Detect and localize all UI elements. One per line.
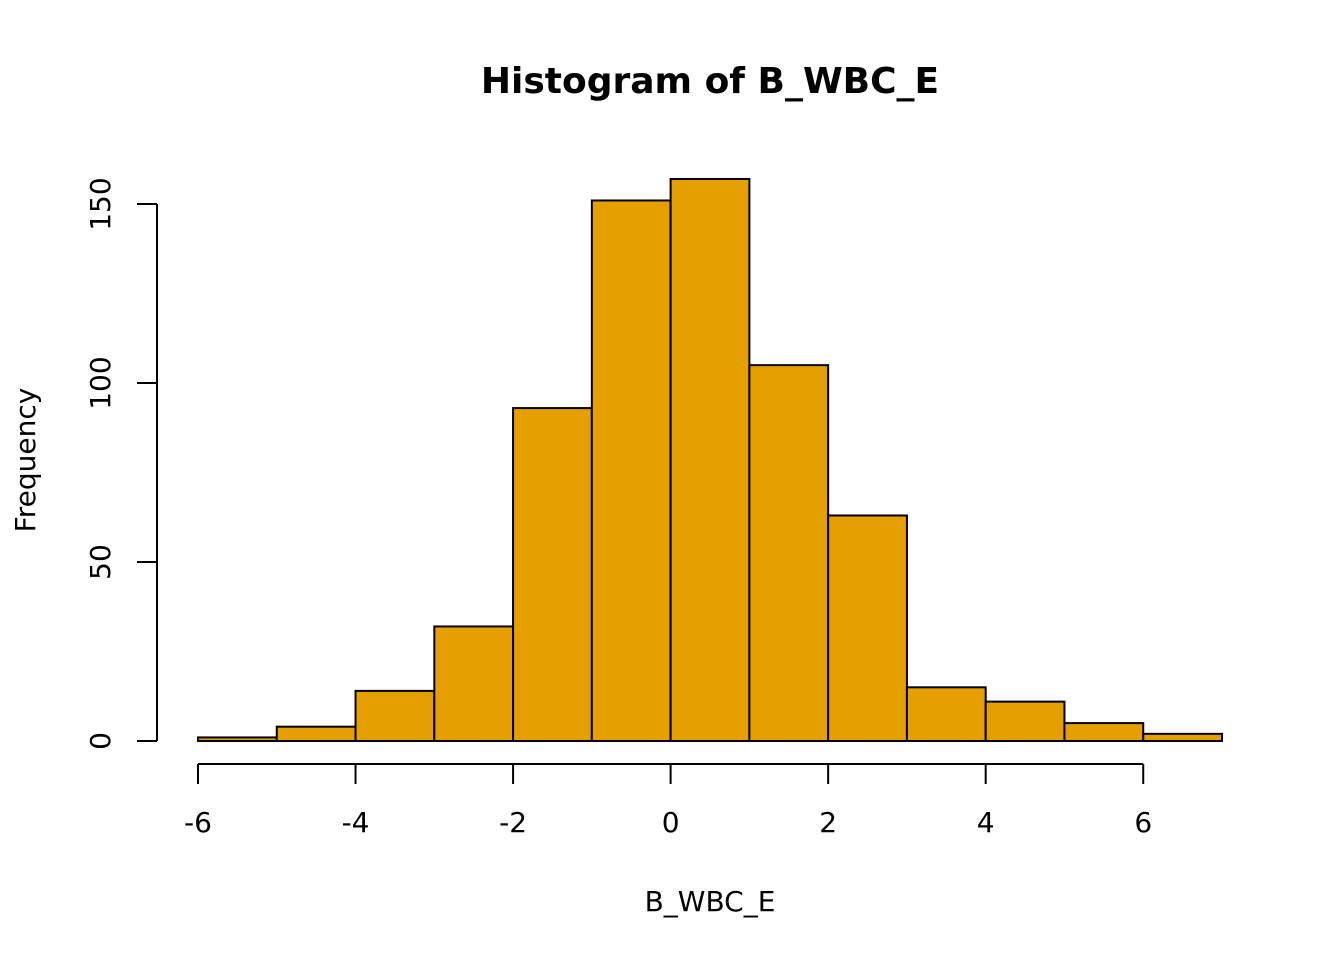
histogram-bar — [1063, 722, 1145, 743]
histogram-bar — [905, 686, 987, 742]
histogram-bar — [827, 514, 908, 742]
histogram-bar — [1142, 732, 1223, 742]
histogram-bar — [748, 364, 830, 742]
histogram-bar — [275, 725, 357, 742]
histogram-bar — [512, 407, 593, 742]
x-tick-label: 4 — [977, 806, 995, 839]
y-tick-label: 100 — [84, 356, 117, 409]
histogram-bar — [984, 700, 1066, 743]
histogram-bar — [433, 625, 515, 742]
histogram-bar — [590, 199, 672, 742]
y-tick-label: 0 — [84, 732, 117, 750]
x-axis: -6 -4 -2 0 2 4 6 — [184, 763, 1152, 839]
x-axis-label: B_WBC_E — [645, 885, 776, 918]
chart-title: Histogram of B_WBC_E — [481, 61, 939, 102]
x-tick-label: -4 — [342, 806, 370, 839]
histogram-bar — [197, 736, 278, 743]
x-tick-label: 6 — [1134, 806, 1152, 839]
x-tick-label: 0 — [662, 806, 680, 839]
y-tick-label: 50 — [84, 544, 117, 580]
y-axis-label: Frequency — [9, 388, 42, 533]
y-axis: 0 50 100 150 — [84, 177, 158, 750]
bars-group — [197, 178, 1223, 743]
x-tick-label: -2 — [499, 806, 527, 839]
y-tick-label: 150 — [84, 177, 117, 230]
histogram-bar — [669, 178, 751, 742]
histogram-bar — [354, 689, 436, 743]
x-tick-label: 2 — [819, 806, 837, 839]
x-tick-label: -6 — [184, 806, 212, 839]
